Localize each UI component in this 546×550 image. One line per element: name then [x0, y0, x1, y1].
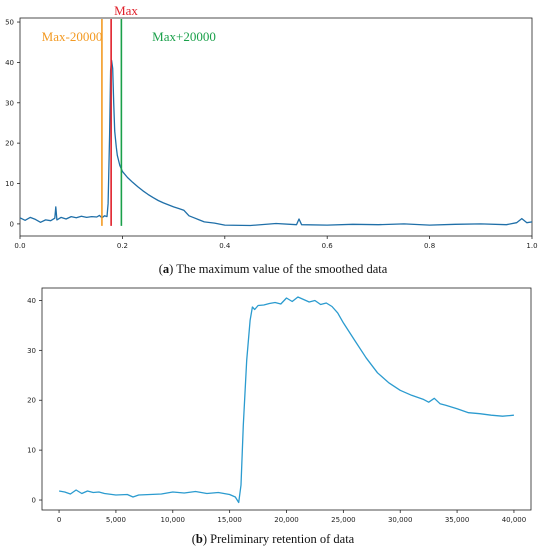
chart-b-xtick-label: 0 [57, 516, 61, 524]
chart-b-xtick-label: 20,000 [274, 516, 299, 524]
caption-a-text: The maximum value of the smoothed data [176, 262, 388, 276]
chart-b-plot-frame [41, 287, 532, 511]
caption-b-label: b [195, 532, 203, 546]
chart-b-ytick-label: 30 [27, 347, 36, 355]
chart-b: 0 10 20 30 40 0 5,000 10,000 15,000 20,000 25,000 3… [27, 287, 532, 524]
chart-b-xtick-label: 35,000 [445, 516, 470, 524]
chart-b-xtick-label: 15,000 [217, 516, 242, 524]
chart-b-ytick-label: 40 [27, 297, 36, 305]
chart-a-ytick-label: 40 [5, 59, 14, 67]
chart-a-xtick-label: 0.0 [14, 242, 25, 250]
chart-a-xtick-label: 0.6 [322, 242, 334, 250]
chart-a-xtick-label: 0.8 [424, 242, 435, 250]
chart-b-series-line [58, 296, 514, 504]
marker-label-2: Max [114, 3, 138, 18]
chart-a-xtick-label: 1.0 [526, 242, 537, 250]
chart-a-xtick-label: 0.4 [219, 242, 231, 250]
chart-b-xtick-label: 25,000 [331, 516, 356, 524]
chart-b-xtick-label: 10,000 [161, 516, 186, 524]
chart-a: 0 10 20 30 40 50 0.0 0.2 0.4 0.6 0.8 1.0 Max-20000 Ma… [5, 3, 537, 250]
chart-a-ytick-label: 30 [5, 99, 14, 107]
chart-b-ytick-label: 0 [32, 497, 36, 505]
marker-label-3: Max+20000 [152, 29, 216, 44]
chart-a-ytick-label: 10 [5, 180, 14, 188]
chart-b-ytick-label: 20 [27, 397, 36, 405]
caption-b-text: Preliminary retention of data [210, 532, 355, 546]
chart-b-xtick-label: 5,000 [106, 516, 126, 524]
caption-a-label: a [162, 262, 170, 276]
marker-label-1: Max-20000 [42, 29, 103, 44]
chart-b-ytick-label: 10 [27, 447, 36, 455]
chart-a-ytick-label: 20 [5, 140, 14, 148]
chart-a-ytick-label: 0 [10, 220, 14, 228]
caption-b: (b) Preliminary retention of data [191, 532, 355, 546]
chart-a-series-line [19, 59, 533, 227]
chart-a-ytick-label: 50 [5, 19, 14, 27]
chart-b-xtick-label: 30,000 [388, 516, 413, 524]
chart-a-xtick-label: 0.2 [117, 242, 128, 250]
chart-b-xtick-label: 40,000 [502, 516, 527, 524]
caption-a: (a) The maximum value of the smoothed da… [158, 262, 388, 276]
chart-a-plot-frame [19, 17, 533, 237]
